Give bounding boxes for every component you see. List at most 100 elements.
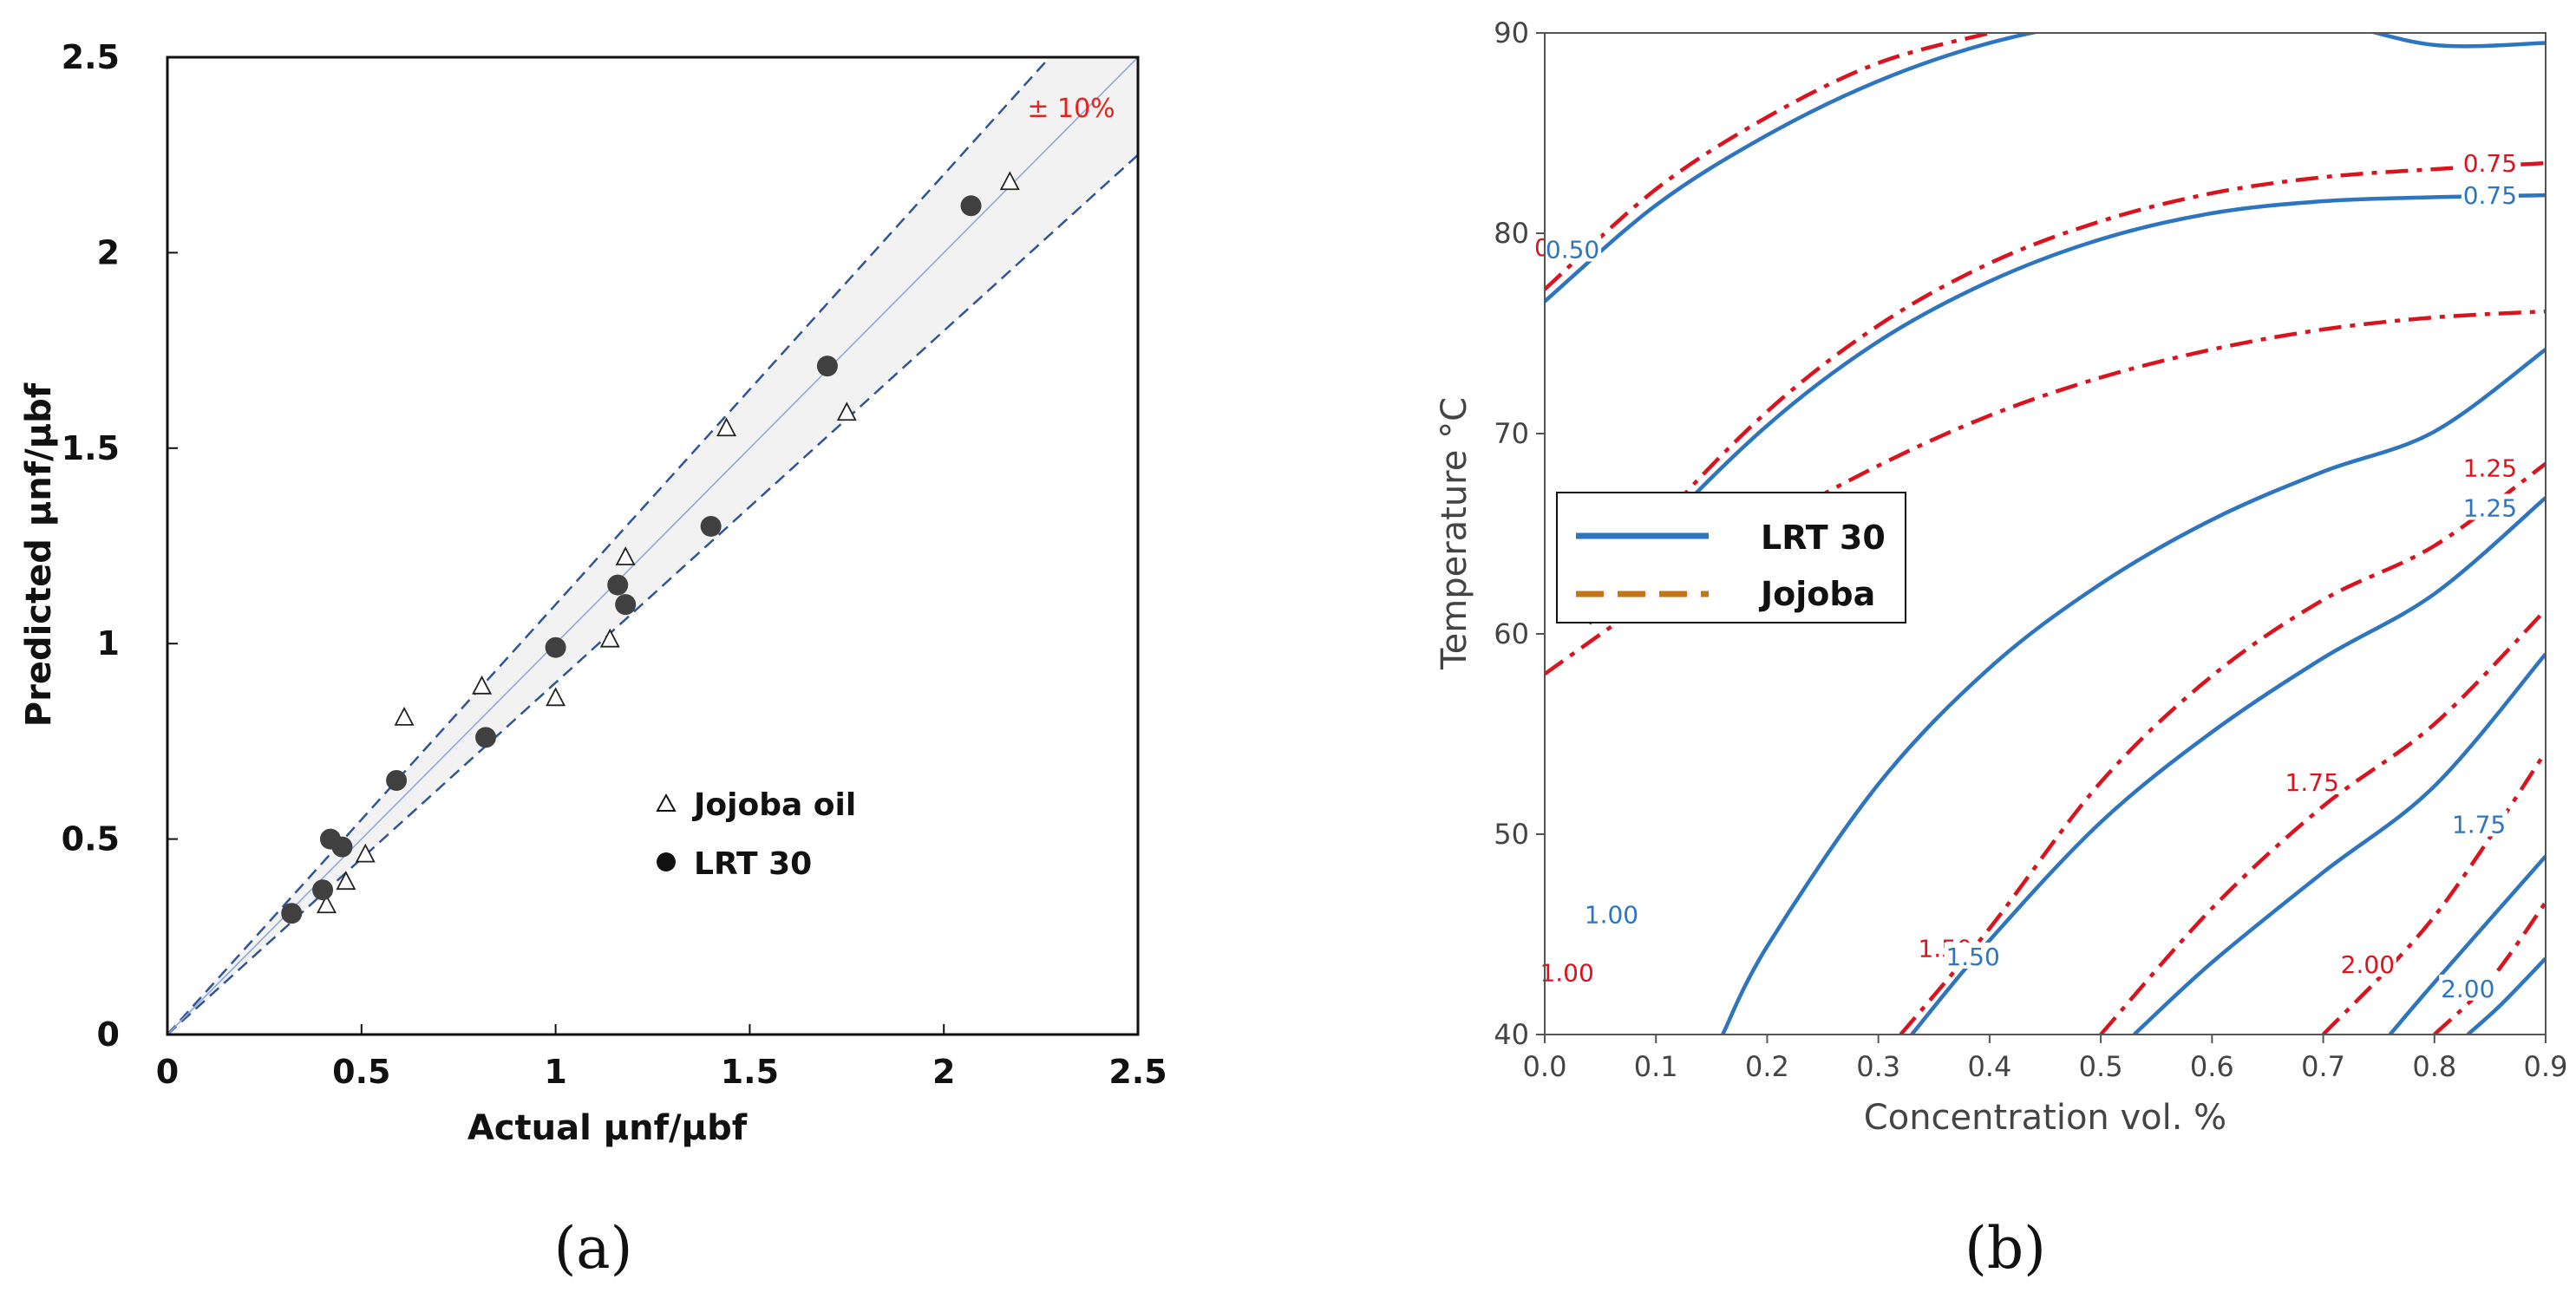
contour-lrt30: [2133, 652, 2546, 1035]
x-tick-label-b: 0.4: [1967, 1050, 2011, 1083]
point-lrt30: [331, 836, 353, 858]
contour-label-bg: [1544, 235, 1602, 262]
point-lrt30: [700, 515, 722, 537]
y-axis-label-a: Predicted μnf/μbf: [19, 382, 59, 727]
y-tick-label-a: 1: [97, 624, 120, 663]
contour-jojoba: [2321, 751, 2546, 1035]
contour-label-bg: [2450, 810, 2508, 837]
x-tick-label-b: 0.9: [2524, 1050, 2568, 1083]
point-lrt30: [816, 356, 838, 377]
point-lrt30: [607, 574, 629, 596]
y-tick-label-a: 2: [97, 233, 120, 271]
y-tick-label-b: 50: [1494, 818, 1529, 851]
contour-label: 2.00: [2441, 975, 2494, 1003]
x-tick-label-b: 0.6: [2190, 1050, 2234, 1083]
points-a: [281, 171, 1020, 924]
x-tick-label-b: 0.5: [2079, 1050, 2123, 1083]
x-tick-label-b: 0.0: [1523, 1050, 1567, 1083]
point-jojoba: [836, 401, 857, 421]
point-jojoba: [599, 628, 620, 648]
contour-lrt30: [1545, 33, 2546, 304]
contour-label: 1.00: [1540, 958, 1593, 987]
point-lrt30: [386, 769, 408, 791]
chart-a: 0 0.5 1 1.5 2 2.5 0 0.5 1 1.5 2 2.5 ± 10% Jojoba oi…: [19, 38, 1167, 1282]
y-tick-label-b: 90: [1494, 16, 1529, 49]
chart-b: 0.500.500.750.751.251.251.751.752.002.00…: [1435, 16, 2568, 1282]
legend-b-box: [1556, 492, 1906, 623]
contour-label-bg: [2439, 974, 2497, 1001]
y-tick-label-a: 0.5: [62, 820, 120, 858]
x-tick-label-a: 1.5: [721, 1053, 779, 1091]
point-jojoba: [355, 843, 376, 863]
contour-label: 1.75: [2285, 768, 2339, 797]
x-tick-label-a: 2: [932, 1053, 955, 1091]
x-tick-label-b: 0.7: [2301, 1050, 2345, 1083]
legend-a-jojoba-label: Jojoba oil: [691, 787, 856, 823]
contour-label-bg: [2461, 454, 2519, 480]
legend-b-lrt-label: LRT 30: [1761, 519, 1886, 557]
contour-label: 0.75: [2463, 181, 2517, 210]
point-jojoba: [472, 675, 493, 695]
band-upper-line: [167, 57, 1051, 1035]
point-lrt30: [960, 195, 982, 217]
band-a: [167, 57, 1138, 1035]
y-tick-label-a: 1.5: [62, 429, 120, 467]
x-tick-label-b: 0.2: [1745, 1050, 1789, 1083]
x-tick-label-a: 0.5: [332, 1053, 390, 1091]
contour-label: 1.50: [1945, 943, 1999, 971]
point-jojoba: [716, 417, 737, 437]
x-tick-label-a: 0: [156, 1053, 179, 1091]
contour-label-bg: [1538, 958, 1596, 985]
contour-label: 0.75: [2463, 149, 2517, 178]
x-tick-label-b: 0.1: [1634, 1050, 1678, 1083]
point-lrt30: [615, 594, 637, 616]
contour-lrt30: [2466, 956, 2546, 1035]
point-jojoba: [336, 871, 356, 891]
contour-lrt30: [1910, 496, 2546, 1035]
y-tick-label-b: 40: [1494, 1018, 1529, 1051]
contour-jojoba: [2099, 608, 2546, 1035]
x-tick-label-a: 1: [544, 1053, 566, 1091]
contour-label-bg: [2338, 950, 2396, 977]
contour-label-bg: [2461, 181, 2519, 208]
y-tick-label-a: 2.5: [62, 38, 120, 76]
contour-label-bg: [2461, 149, 2519, 176]
contour-label-bg: [2283, 767, 2341, 794]
contour-lrt30: [2388, 854, 2546, 1035]
point-jojoba: [999, 171, 1020, 191]
point-lrt30: [475, 727, 497, 748]
contour-label: 0.50: [1546, 235, 1599, 264]
contour-label-bg: [1944, 942, 2002, 969]
point-jojoba: [615, 546, 636, 565]
x-axis-label-b: Concentration vol. %: [1864, 1098, 2226, 1138]
x-tick-label-a: 2.5: [1108, 1053, 1167, 1091]
contour-label: 1.00: [1585, 900, 1638, 929]
point-lrt30: [545, 636, 566, 658]
x-tick-label-b: 0.8: [2412, 1050, 2456, 1083]
legend-a-jojoba-marker: [656, 793, 677, 812]
band-label: ± 10%: [1027, 94, 1115, 124]
point-jojoba: [317, 894, 337, 914]
point-lrt30: [312, 879, 334, 901]
contour-label: 2.00: [2341, 950, 2395, 979]
plot-frame-a: [166, 55, 1140, 1036]
legend-b: LRT 30 Jojoba: [1556, 492, 1906, 623]
point-lrt30: [281, 903, 303, 924]
panel-label-a: (a): [554, 1215, 633, 1282]
contour-label-bg: [2461, 493, 2519, 520]
identity-line: [167, 57, 1138, 1035]
y-tick-label-a: 0: [97, 1015, 120, 1054]
contour-lrt30: [1721, 348, 2546, 1035]
point-jojoba: [546, 687, 566, 707]
y-tick-label-b: 80: [1494, 217, 1529, 250]
contour-label: 1.25: [2463, 493, 2517, 522]
y-tick-label-b: 70: [1494, 417, 1529, 450]
panel-label-b: (b): [1965, 1215, 2046, 1282]
x-axis-label-a: Actual μnf/μbf: [467, 1108, 748, 1148]
contour-label: 1.75: [2452, 810, 2506, 839]
legend-b-jojoba-label: Jojoba: [1758, 575, 1875, 613]
contour-jojoba: [1545, 33, 1991, 291]
point-jojoba: [394, 706, 415, 726]
band-lower-line: [167, 153, 1138, 1035]
